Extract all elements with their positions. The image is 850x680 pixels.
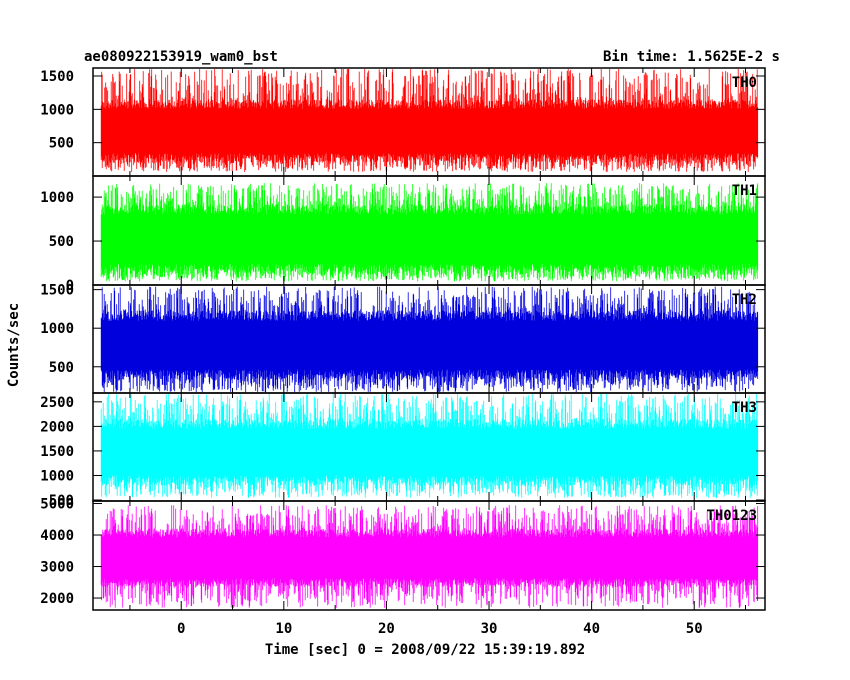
y-tick-label: 4000 [40, 528, 74, 544]
y-tick-label: 3000 [40, 560, 74, 576]
y-tick-label: 500 [49, 493, 74, 509]
x-tick-label: 0 [177, 621, 185, 637]
series-th0 [100, 69, 759, 172]
series-th3 [100, 394, 759, 498]
panel-th1: 0 500 1000 TH1 [40, 175, 766, 294]
y-tick-label: 1000 [40, 468, 74, 484]
y-tick-label: 1000 [40, 190, 74, 206]
panel-th0123: 2000 3000 4000 5000 TH0123 [40, 497, 766, 611]
panel-th3: 500 1000 1500 2000 2500 TH3 [40, 392, 766, 509]
x-tick-label: 40 [583, 621, 600, 637]
y-tick-label: 2000 [40, 591, 74, 607]
y-tick-label: 2000 [40, 419, 74, 435]
y-tick-label: 500 [49, 136, 74, 152]
y-tick-label: 1500 [40, 69, 74, 85]
series-th0123 [100, 505, 759, 609]
series-th2 [100, 286, 759, 392]
x-axis-label: Time [sec] 0 = 2008/09/22 15:39:19.892 [265, 642, 585, 658]
y-tick-label: 2500 [40, 395, 74, 411]
y-tick-label: 1000 [40, 102, 74, 118]
y-tick-label: 1000 [40, 321, 74, 337]
bin-time-label: Bin time: 1.5625E-2 s [603, 49, 780, 65]
panel-label: TH1 [732, 183, 757, 199]
x-tick-label: 50 [686, 621, 703, 637]
y-tick-label: 0 [66, 278, 74, 294]
panel-label: TH2 [732, 292, 757, 308]
x-tick-label: 10 [275, 621, 292, 637]
x-tick-label: 30 [481, 621, 498, 637]
chart-title: ae080922153919_wam0_bst [84, 49, 278, 65]
y-tick-label: 1500 [40, 444, 74, 460]
y-tick-label: 5000 [40, 497, 74, 513]
y-tick-label: 500 [49, 234, 74, 250]
panel-label: TH3 [732, 400, 757, 416]
series-th1 [100, 183, 759, 282]
panel-th0: 500 1000 1500 TH0 [40, 67, 766, 177]
y-axis-label: Counts/sec [6, 303, 22, 387]
x-tick-label: 20 [378, 621, 395, 637]
panel-label: TH0123 [706, 508, 757, 524]
y-tick-label: 1500 [40, 283, 74, 299]
panel-th2: 500 1000 1500 TH2 [40, 283, 766, 394]
panel-frame [92, 500, 766, 611]
panel-label: TH0 [732, 75, 757, 91]
y-tick-label: 500 [49, 360, 74, 376]
